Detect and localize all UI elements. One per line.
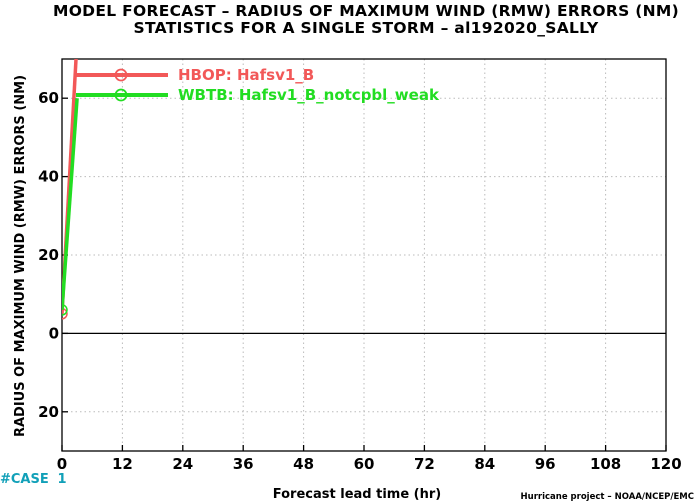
x-axis-label: Forecast lead time (hr) [273, 487, 441, 502]
axes [61, 58, 667, 452]
y-tick-label: 20 [38, 403, 59, 421]
legend-label-2: WBTB: Hafsv1_B_notcpbl_weak [178, 86, 440, 104]
chart-title: MODEL FORECAST – RADIUS OF MAXIMUM WIND … [53, 2, 679, 20]
case-count: 1 [57, 472, 66, 487]
tick-labels: 0 12 24 36 48 60 72 84 96 108 120 20 0 20 40 60 [38, 89, 682, 473]
y-tick-label: 60 [38, 89, 59, 107]
legend-label-1: HBOP: Hafsv1_B [178, 66, 314, 84]
chart-subtitle: STATISTICS FOR A SINGLE STORM – al192020… [134, 19, 599, 37]
x-tick-label: 120 [650, 455, 681, 473]
series-lines [62, 59, 79, 320]
y-tick-label: 0 [49, 324, 59, 342]
x-tick-label: 24 [172, 455, 193, 473]
grid-lines [62, 59, 666, 451]
x-tick-label: 12 [112, 455, 133, 473]
x-tick-label: 0 [57, 455, 67, 473]
x-tick-label: 72 [414, 455, 435, 473]
x-tick-label: 36 [233, 455, 254, 473]
series-marker-2 [62, 304, 68, 316]
credit-text: Hurricane project – NOAA/NCEP/EMC [521, 492, 694, 502]
legend: HBOP: Hafsv1_B WBTB: Hafsv1_B_notcpbl_wea… [76, 66, 440, 104]
x-tick-label: 108 [590, 455, 621, 473]
legend-marker-1 [114, 68, 128, 82]
y-axis-label: RADIUS OF MAXIMUM WIND (RMW) ERRORS (NM) [13, 75, 28, 437]
legend-marker-2 [114, 88, 128, 102]
series-clip-group [62, 59, 79, 320]
y-tick-label: 40 [38, 168, 59, 186]
x-tick-label: 48 [293, 455, 314, 473]
y-tick-label: 20 [38, 246, 59, 264]
x-tick-label: 60 [354, 455, 375, 473]
case-label: #CASE [0, 472, 49, 487]
series-line-2 [62, 98, 79, 311]
x-tick-label: 96 [535, 455, 556, 473]
x-tick-label: 84 [474, 455, 495, 473]
case-counts: 1 [57, 472, 66, 487]
series-marker-1 [62, 308, 68, 320]
